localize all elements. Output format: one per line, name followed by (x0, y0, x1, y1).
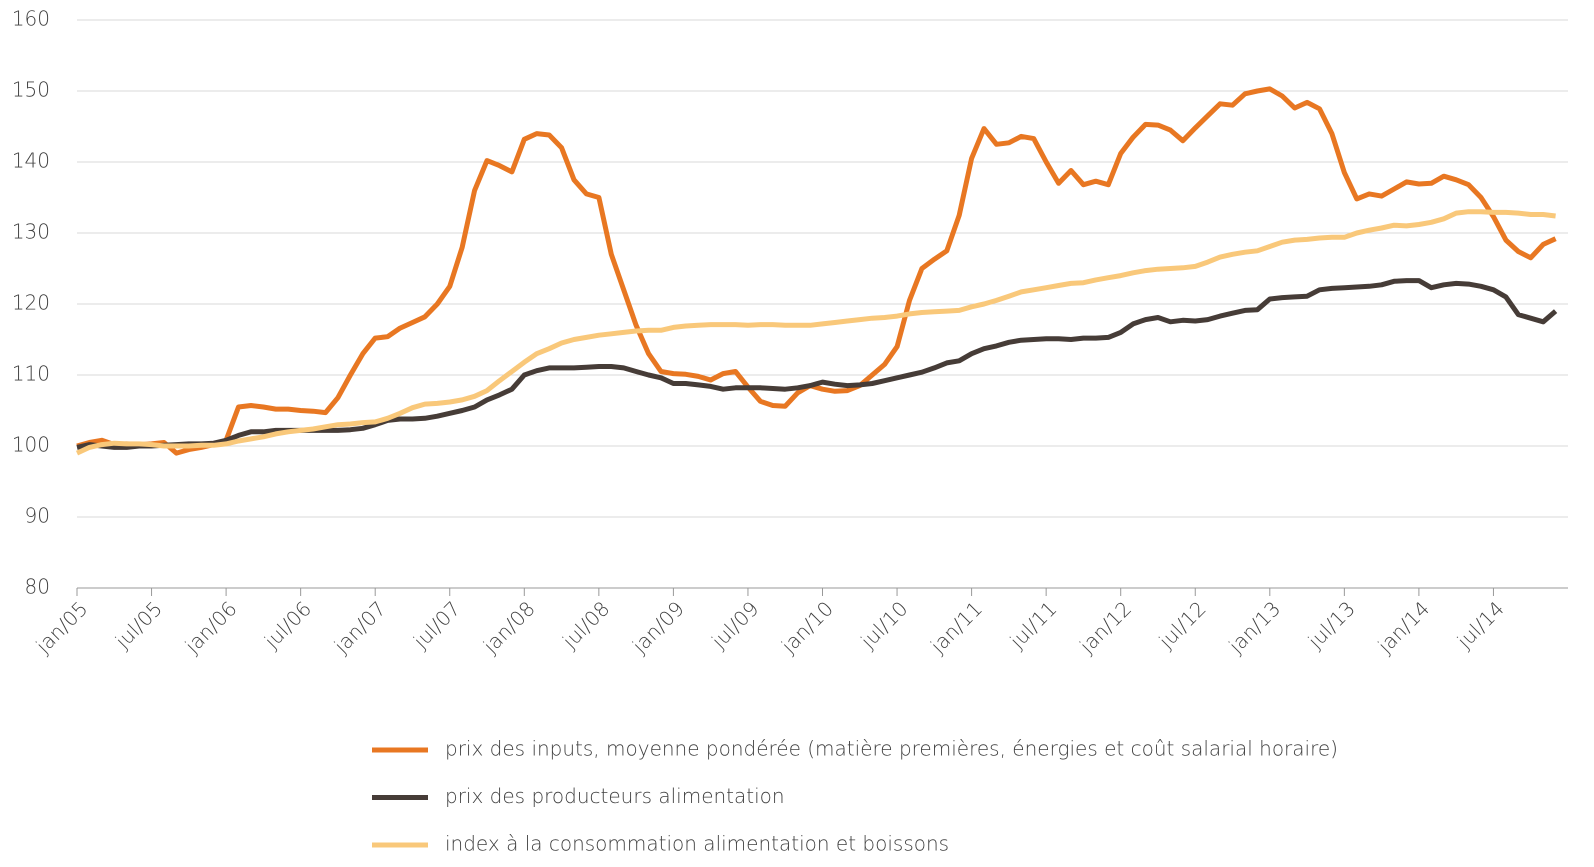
y-tick-label: 80 (25, 575, 50, 599)
x-tick-label: jan/11 (925, 596, 987, 658)
series-line (75, 209, 1556, 456)
x-tick-label: jan/05 (30, 596, 92, 658)
legend-label: prix des producteurs alimentation (445, 784, 785, 808)
x-tick-label: jul/07 (408, 596, 465, 653)
x-tick-label: jul/11 (1004, 596, 1061, 653)
series-line (76, 86, 1557, 456)
y-tick-label: 120 (12, 291, 50, 315)
x-tick-label: jul/05 (110, 596, 167, 653)
x-tick-label: jan/12 (1074, 596, 1136, 658)
legend-label: prix des inputs, moyenne pondérée (matiè… (445, 737, 1338, 761)
y-tick-label: 130 (12, 220, 50, 244)
x-tick-label: jul/14 (1452, 596, 1509, 653)
y-tick-label: 110 (12, 362, 50, 386)
x-tick-label: jan/10 (776, 596, 838, 658)
x-tick-label: jul/09 (706, 596, 763, 653)
x-tick-label: jul/13 (1303, 596, 1360, 653)
x-tick-label: jul/06 (259, 596, 316, 653)
x-tick-label: jul/12 (1153, 596, 1210, 653)
x-tick-label: jan/09 (627, 596, 689, 658)
x-tick-label: jan/13 (1223, 596, 1285, 658)
y-tick-label: 160 (12, 7, 50, 31)
y-tick-label: 150 (12, 78, 50, 102)
x-tick-label: jul/08 (557, 596, 614, 653)
legend-label: index à la consommation alimentation et … (445, 832, 949, 856)
y-tick-label: 100 (12, 433, 50, 457)
x-tick-label: jan/06 (180, 596, 242, 658)
x-tick-label: jan/14 (1372, 596, 1434, 658)
x-tick-label: jan/08 (478, 596, 540, 658)
x-tick-label: jul/10 (855, 596, 912, 653)
x-tick-label: jan/07 (329, 596, 391, 658)
y-tick-label: 90 (25, 504, 50, 528)
series-line (76, 278, 1558, 450)
y-tick-label: 140 (12, 149, 50, 173)
